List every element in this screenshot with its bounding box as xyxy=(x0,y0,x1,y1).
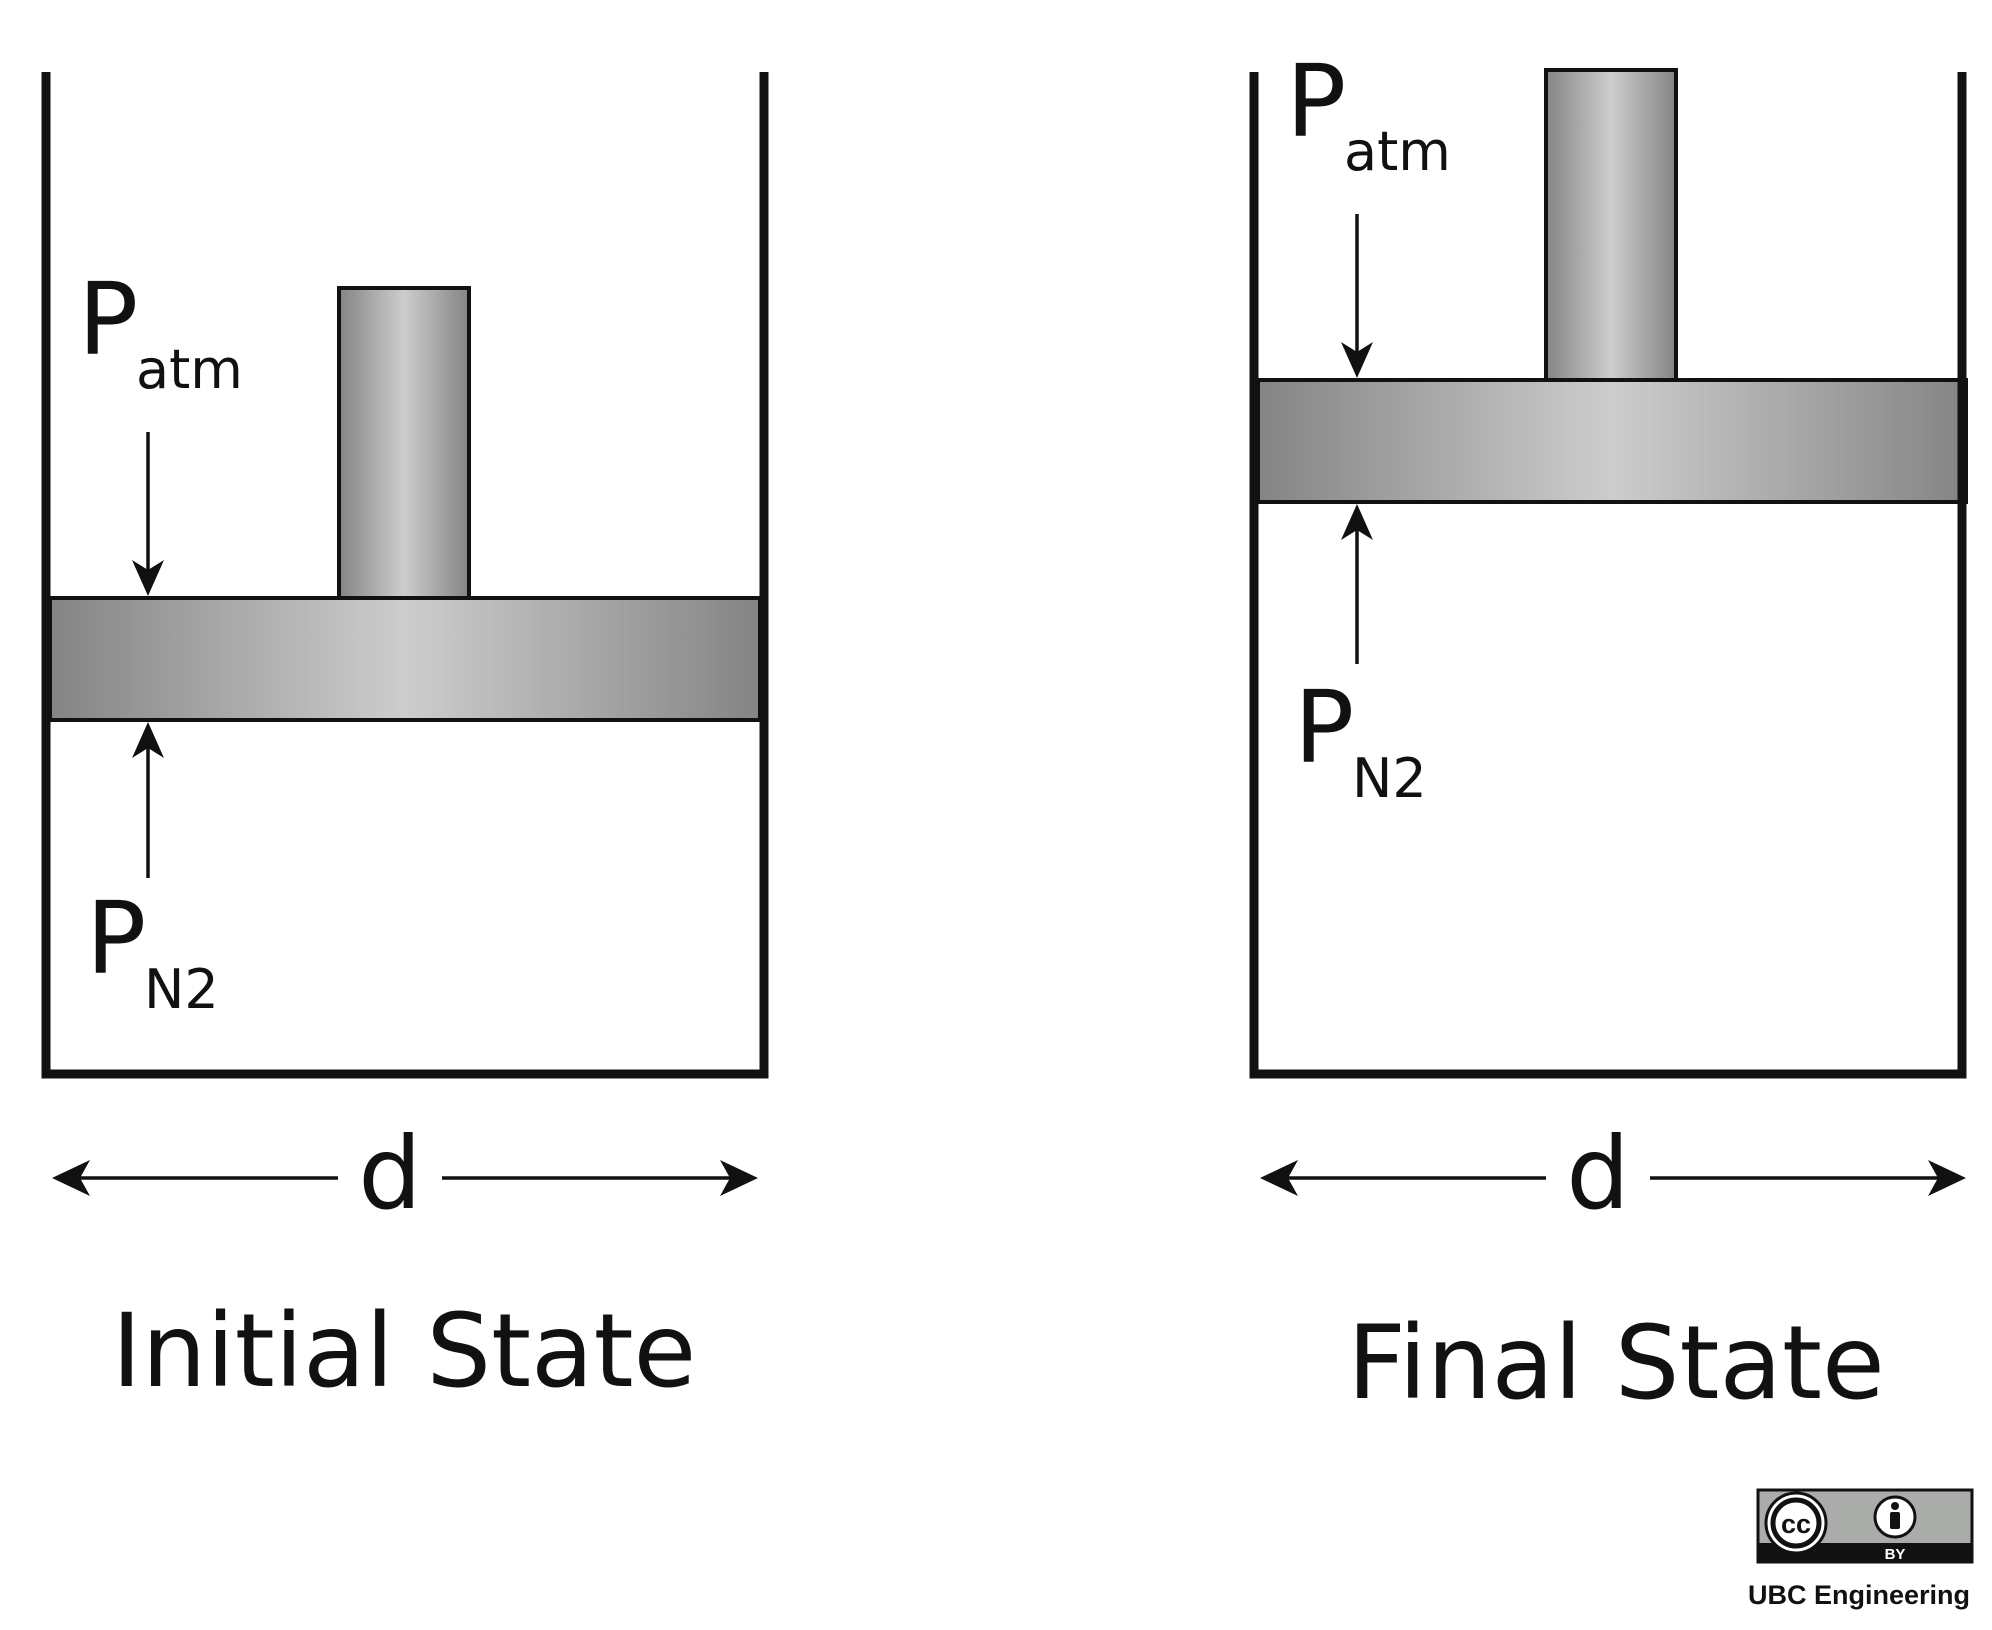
final-piston-disk xyxy=(1256,378,1968,504)
initial-pn2-arrow xyxy=(132,722,164,878)
cc-symbol-text: cc xyxy=(1781,1509,1811,1539)
final-width-dimension xyxy=(1260,1160,1966,1196)
initial-patm-arrow xyxy=(132,432,164,596)
initial-pn2-subscript: N2 xyxy=(144,958,219,1021)
final-state-caption: Final State xyxy=(1347,1304,1885,1423)
final-state-panel: P atm P N2 d Final State xyxy=(1249,43,1968,1423)
initial-piston-disk xyxy=(48,596,762,722)
final-cylinder xyxy=(1249,72,1967,1079)
by-text: BY xyxy=(1885,1546,1906,1563)
initial-piston-rod xyxy=(337,286,471,602)
final-pn2-subscript: N2 xyxy=(1352,747,1427,810)
final-pn2-symbol: P xyxy=(1294,669,1354,786)
initial-state-panel: P atm P N2 d Initial State xyxy=(41,72,769,1411)
final-patm-arrow xyxy=(1341,214,1373,378)
final-width-label: d xyxy=(1566,1115,1629,1232)
creative-commons-icon: cc xyxy=(1764,1491,1828,1555)
attribution-person-icon xyxy=(1873,1495,1917,1539)
final-piston-rod xyxy=(1544,68,1678,384)
cc-by-license-badge: cc BY xyxy=(1756,1488,1974,1564)
initial-patm-subscript: atm xyxy=(136,338,243,401)
initial-patm-symbol: P xyxy=(78,261,138,378)
final-patm-symbol: P xyxy=(1286,43,1346,160)
initial-width-dimension xyxy=(52,1160,758,1196)
final-patm-subscript: atm xyxy=(1344,120,1451,183)
credit-text: UBC Engineering xyxy=(1748,1580,1970,1610)
initial-state-caption: Initial State xyxy=(112,1292,697,1411)
initial-pn2-symbol: P xyxy=(86,880,146,997)
initial-cylinder xyxy=(41,72,769,1079)
final-pn2-arrow xyxy=(1341,504,1373,664)
initial-width-label: d xyxy=(358,1115,421,1232)
